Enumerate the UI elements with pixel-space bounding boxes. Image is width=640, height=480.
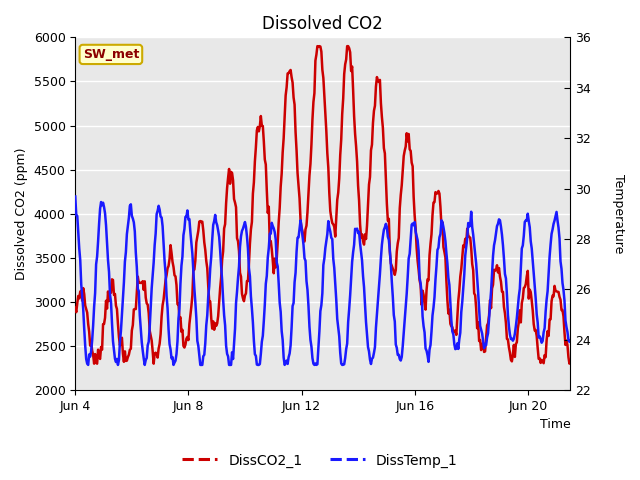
- DissCO2_1: [90, 361, 98, 367]
- DissTemp_1: [556, 236, 563, 241]
- DissCO2_1: [308, 142, 316, 147]
- DissCO2_1: [566, 359, 574, 364]
- Text: SW_met: SW_met: [83, 48, 139, 61]
- DissTemp_1: [367, 361, 375, 367]
- DissCO2_1: [341, 61, 349, 67]
- Line: DissTemp_1: DissTemp_1: [76, 196, 570, 365]
- DissCO2_1: [368, 142, 376, 147]
- DissTemp_1: [84, 362, 92, 368]
- Y-axis label: Dissolved CO2 (ppm): Dissolved CO2 (ppm): [15, 147, 28, 280]
- Y-axis label: Temperature: Temperature: [612, 174, 625, 253]
- DissCO2_1: [310, 90, 318, 96]
- DissCO2_1: [557, 297, 564, 302]
- Legend: DissCO2_1, DissTemp_1: DissCO2_1, DissTemp_1: [177, 448, 463, 473]
- DissTemp_1: [310, 362, 318, 368]
- DissCO2_1: [479, 340, 487, 346]
- DissCO2_1: [72, 305, 79, 311]
- DissTemp_1: [478, 331, 486, 336]
- DissTemp_1: [340, 361, 348, 367]
- DissTemp_1: [72, 193, 79, 199]
- X-axis label: Time: Time: [540, 419, 570, 432]
- DissTemp_1: [566, 337, 574, 343]
- Line: DissCO2_1: DissCO2_1: [76, 46, 570, 364]
- DissTemp_1: [308, 344, 316, 349]
- Title: Dissolved CO2: Dissolved CO2: [262, 15, 383, 33]
- DissCO2_1: [314, 43, 321, 49]
